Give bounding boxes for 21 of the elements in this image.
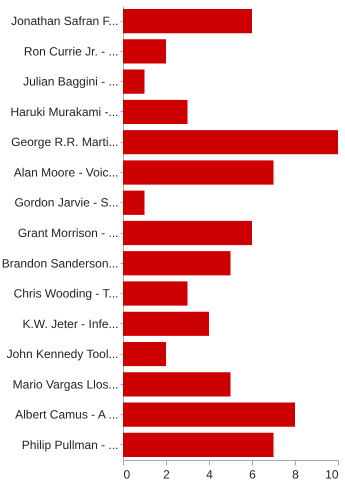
x-tick-label: 10: [325, 468, 339, 480]
y-tick-label: Gordon Jarvie - S...: [14, 196, 118, 210]
y-tick-label: Albert Camus - A ...: [15, 408, 118, 422]
x-tick-label: 8: [292, 468, 300, 480]
x-tick-label: 4: [206, 468, 214, 480]
y-tick-label: Grant Morrison - ...: [18, 226, 118, 240]
y-tick-label: Brandon Sanderson...: [2, 256, 118, 270]
x-tick-label: 0: [124, 468, 130, 480]
y-tick-label: John Kennedy Tool...: [6, 347, 118, 362]
y-tick-label: K.W. Jeter - Infe...: [22, 316, 118, 331]
y-tick-label: Alan Moore - Voic...: [14, 165, 118, 180]
y-tick-label: Ron Currie Jr. - ...: [24, 44, 118, 58]
y-tick-label: Julian Baggini - ...: [23, 74, 118, 89]
x-tick-label: 2: [163, 468, 170, 480]
y-tick-label: Chris Wooding - T...: [14, 286, 118, 301]
y-tick-label: George R.R. Marti...: [11, 135, 118, 150]
y-tick-label: Philip Pullman - ...: [22, 438, 118, 452]
y-tick-label: Jonathan Safran F...: [11, 14, 118, 28]
y-tick-label: Mario Vargas Llos...: [12, 377, 118, 392]
x-tick-label: 6: [249, 468, 256, 480]
y-tick-label: Haruki Murakami -...: [10, 104, 118, 119]
